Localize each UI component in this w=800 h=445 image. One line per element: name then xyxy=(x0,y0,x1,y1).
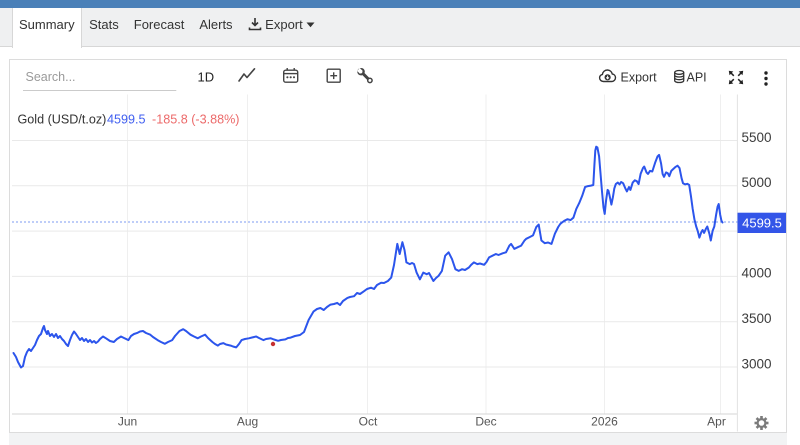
svg-text:-185.8 (-3.88%): -185.8 (-3.88%) xyxy=(152,113,240,127)
svg-text:Jun: Jun xyxy=(118,415,137,429)
svg-text:4599.5: 4599.5 xyxy=(742,216,782,231)
svg-text:Export: Export xyxy=(621,71,658,85)
svg-text:Aug: Aug xyxy=(237,415,258,429)
svg-text:5500: 5500 xyxy=(742,130,772,145)
svg-text:2026: 2026 xyxy=(591,415,618,429)
svg-text:Oct: Oct xyxy=(359,415,378,429)
svg-text:Gold (USD/t.oz): Gold (USD/t.oz) xyxy=(18,113,107,127)
svg-text:3500: 3500 xyxy=(742,311,772,326)
svg-text:3000: 3000 xyxy=(742,356,772,371)
svg-text:Search...: Search... xyxy=(26,70,76,84)
svg-text:4000: 4000 xyxy=(742,266,772,281)
svg-text:API: API xyxy=(687,71,707,85)
svg-text:1D: 1D xyxy=(198,70,215,85)
svg-text:4599.5: 4599.5 xyxy=(107,113,146,127)
svg-text:Dec: Dec xyxy=(475,415,496,429)
svg-text:Apr: Apr xyxy=(707,415,726,429)
svg-text:5000: 5000 xyxy=(742,175,772,190)
